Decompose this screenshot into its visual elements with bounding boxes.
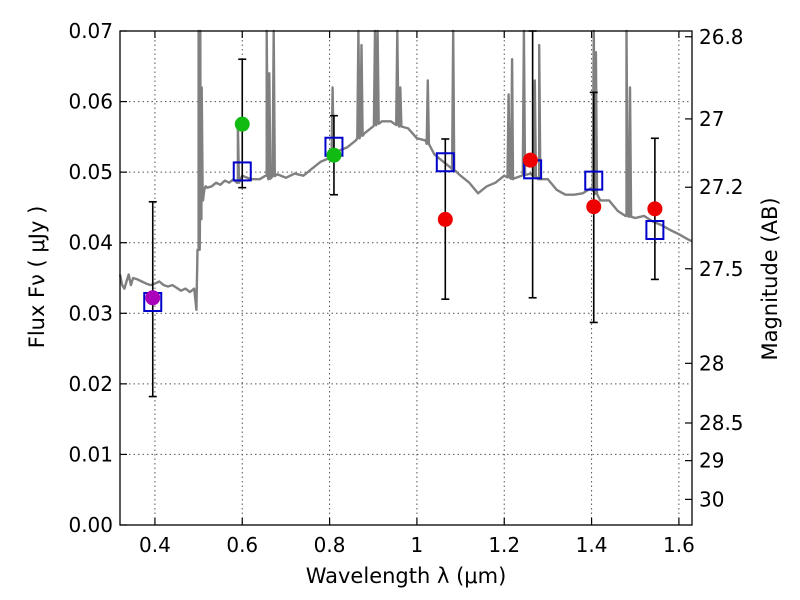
- observed-point-red: [647, 201, 663, 217]
- errorbar-layer: [148, 30, 659, 398]
- y-tick-label: 0.02: [68, 372, 113, 396]
- model-square: [645, 220, 665, 241]
- observed-point-green: [234, 116, 250, 132]
- x-tick-label: 0.4: [139, 533, 171, 557]
- x-tick-label: 1.4: [576, 533, 608, 557]
- observed-point-green: [326, 147, 342, 163]
- grid: [120, 30, 692, 526]
- observed-point-red: [522, 152, 538, 168]
- y2-tick-label: 27.2: [699, 175, 744, 199]
- spectrum-line: [118, 29, 693, 311]
- x-tick-label: 0.6: [226, 533, 258, 557]
- y-tick-label: 0.05: [68, 160, 113, 184]
- y2-axis-label: Magnitude (AB): [758, 197, 782, 360]
- x-tick-label: 1.2: [488, 533, 520, 557]
- x-tick-label: 1: [411, 533, 424, 557]
- observed-point-magenta: [145, 290, 161, 306]
- y-axis-label: Flux Fν ( μJy ): [25, 206, 49, 349]
- x-axis-label: Wavelength λ (μm): [306, 564, 507, 588]
- y2-tick-label: 26.8: [699, 25, 744, 49]
- y2-tick-label: 28.5: [699, 411, 744, 435]
- y-tick-label: 0.01: [68, 442, 113, 466]
- observed-point-red: [437, 211, 453, 227]
- y2-tick-label: 30: [699, 487, 724, 511]
- y-tick-label: 0.07: [68, 19, 113, 43]
- x-tick-label: 0.8: [314, 533, 346, 557]
- y-tick-label: 0.03: [68, 301, 113, 325]
- y2-tick-label: 28: [699, 351, 724, 375]
- model-square: [435, 152, 455, 173]
- y-tick-label: 0.04: [68, 231, 113, 255]
- spectrum-layer: [118, 29, 693, 311]
- y2-axis-ticks: 26.8 27 27.2 27.5 28 28.5 29 30: [685, 25, 744, 511]
- y-tick-label: 0.06: [68, 90, 113, 114]
- observed-points-layer: [145, 116, 663, 306]
- y2-tick-label: 27: [699, 107, 724, 131]
- model-points-layer: [143, 136, 665, 312]
- y-axis-ticks: 0.00 0.01 0.02 0.03 0.04 0.05 0.06 0.07: [68, 19, 127, 537]
- model-square: [232, 161, 252, 182]
- plot-frame: [119, 30, 693, 526]
- y-tick-label: 0.00: [68, 513, 113, 537]
- y2-tick-label: 27.5: [699, 257, 744, 281]
- x-axis-ticks: 0.4 0.6 0.8 1 1.2 1.4 1.6: [139, 31, 695, 557]
- model-square: [584, 170, 604, 191]
- x-tick-label: 1.6: [663, 533, 695, 557]
- observed-point-red: [586, 199, 602, 215]
- y2-tick-label: 29: [699, 449, 724, 473]
